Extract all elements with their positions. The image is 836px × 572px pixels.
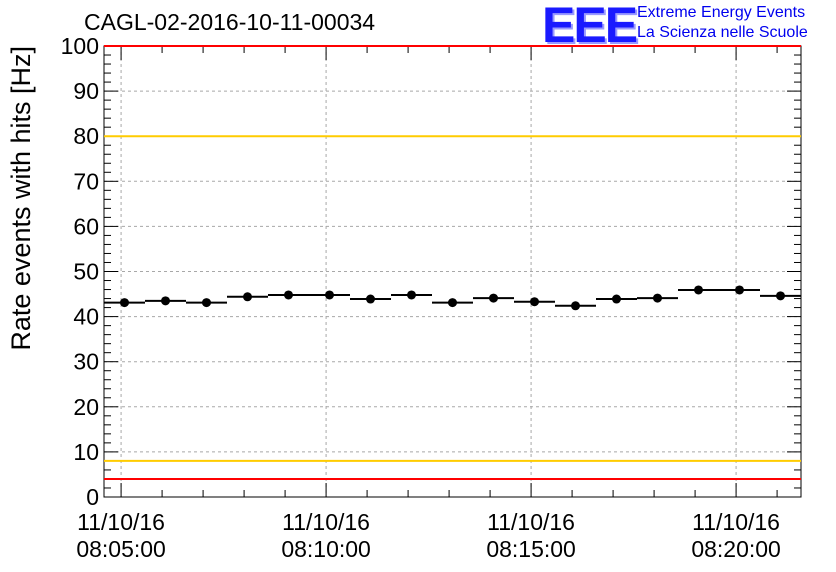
y-axis-title: Rate events with hits [Hz] (6, 46, 36, 351)
data-point (448, 298, 457, 308)
x-tick-date-label: 11/10/16 (692, 509, 780, 535)
data-point (694, 285, 703, 295)
logo-caption-line1: Extreme Energy Events (637, 4, 806, 21)
logo-caption-line2: La Scienza nelle Scuole (637, 24, 808, 41)
y-tick-label: 90 (73, 78, 99, 104)
y-tick-label: 60 (73, 213, 99, 239)
y-tick-label: 40 (73, 304, 99, 330)
data-point (407, 290, 416, 300)
data-point (735, 285, 744, 295)
data-point (202, 298, 211, 308)
data-point (612, 294, 621, 304)
data-point (489, 293, 498, 303)
x-tick-time-label: 08:10:00 (281, 536, 371, 562)
y-tick-label: 10 (73, 439, 99, 465)
x-tick-date-label: 11/10/16 (282, 509, 370, 535)
data-point (366, 294, 375, 304)
y-tick-label: 50 (73, 259, 99, 285)
y-tick-label: 20 (73, 394, 99, 420)
plot-title: CAGL-02-2016-10-11-00034 (84, 9, 376, 35)
data-point (325, 290, 334, 300)
x-tick-date-label: 11/10/16 (77, 509, 165, 535)
y-tick-label: 0 (86, 484, 99, 510)
x-tick-date-label: 11/10/16 (487, 509, 575, 535)
data-point (284, 290, 293, 300)
data-point (243, 292, 252, 302)
x-tick-time-label: 08:05:00 (76, 536, 166, 562)
y-tick-label: 80 (73, 123, 99, 149)
y-tick-label: 100 (61, 33, 99, 59)
data-point (653, 293, 662, 303)
data-point (530, 297, 539, 307)
data-point (120, 298, 129, 308)
eee-logo: EEE (542, 0, 638, 53)
y-tick-label: 30 (73, 349, 99, 375)
x-tick-time-label: 08:15:00 (486, 536, 576, 562)
data-point (776, 291, 785, 301)
data-point (571, 301, 580, 311)
y-tick-label: 70 (73, 168, 99, 194)
x-tick-time-label: 08:20:00 (691, 536, 781, 562)
data-point (161, 296, 170, 306)
